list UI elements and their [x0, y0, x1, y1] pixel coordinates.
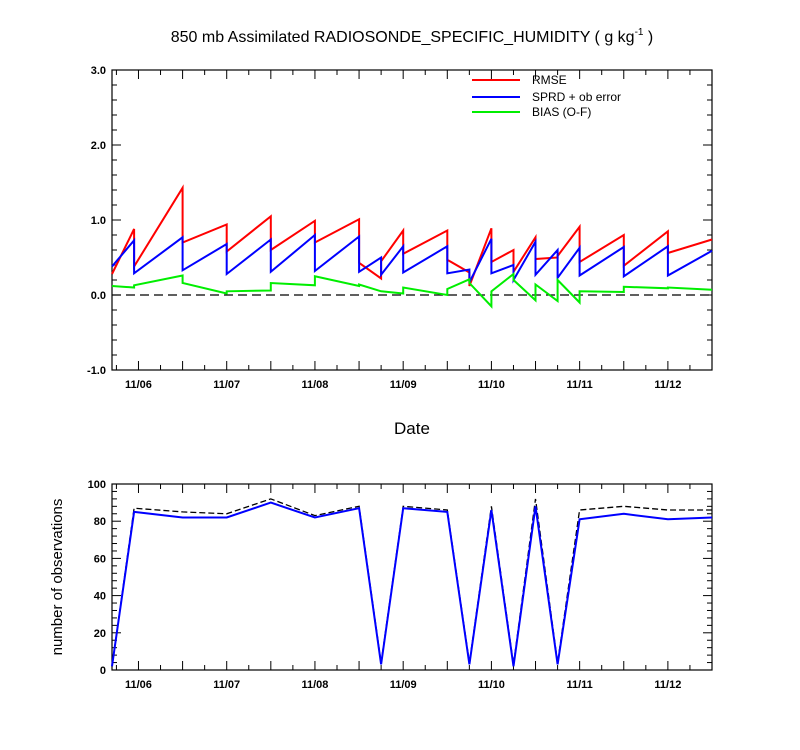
y-axis-label: number of observations	[49, 499, 66, 656]
x-tick-label: 11/09	[390, 379, 417, 391]
x-tick-label: 11/12	[654, 679, 681, 691]
y-tick-label: 60	[94, 553, 106, 565]
x-tick-label: 11/10	[478, 379, 505, 391]
y-tick-label: 3.0	[91, 65, 106, 77]
series-line-sprd-ob-error	[111, 232, 713, 284]
x-tick-label: 11/07	[213, 379, 240, 391]
chart-title: 850 mb Assimilated RADIOSONDE_SPECIFIC_H…	[171, 27, 654, 46]
plot-frame	[111, 483, 713, 671]
chart-title-end: )	[643, 29, 653, 46]
chart-title-superscript: -1	[635, 27, 644, 38]
x-axis-label: Date	[394, 419, 430, 438]
top-chart: -1.0 0.0 1.0 2.0 3.0 11/06 11/07 11/08 11/09 11/1…	[87, 65, 713, 438]
x-tick-label: 11/08	[301, 379, 328, 391]
x-tick-label: 11/10	[478, 679, 505, 691]
x-tick-label: 11/07	[213, 679, 240, 691]
y-tick-label: 0	[100, 665, 106, 677]
y-tick-label: 2.0	[91, 140, 106, 152]
series-line-assimilated-observations	[111, 501, 713, 667]
x-tick-label: 11/11	[566, 679, 592, 691]
x-tick-label: 11/08	[301, 679, 328, 691]
series-line-possible-observations	[111, 498, 712, 667]
y-tick-label: 0.0	[91, 290, 106, 302]
y-tick-label: -1.0	[87, 365, 106, 377]
series-line-bias-o-f-	[111, 271, 713, 309]
series-line-rmse	[111, 184, 713, 287]
bottom-chart: 0 20 40 60 80 100 11/06 11/07 11/08 11/09 11/10 11/…	[49, 479, 713, 691]
legend-label: BIAS (O-F)	[532, 105, 591, 119]
y-tick-label: 1.0	[91, 215, 106, 227]
y-tick-label: 80	[94, 516, 106, 528]
legend-label: RMSE	[532, 73, 567, 87]
y-tick-label: 20	[94, 628, 106, 640]
y-tick-label: 100	[88, 479, 106, 491]
plot-frame	[111, 69, 713, 371]
y-tick-label: 40	[94, 591, 106, 603]
legend-label: SPRD + ob error	[532, 90, 621, 104]
x-tick-label: 11/09	[390, 679, 417, 691]
chart-title-main: 850 mb Assimilated RADIOSONDE_SPECIFIC_H…	[171, 29, 635, 46]
x-tick-label: 11/06	[125, 679, 152, 691]
x-tick-label: 11/12	[654, 379, 681, 391]
x-tick-label: 11/06	[125, 379, 152, 391]
x-tick-label: 11/11	[566, 379, 592, 391]
